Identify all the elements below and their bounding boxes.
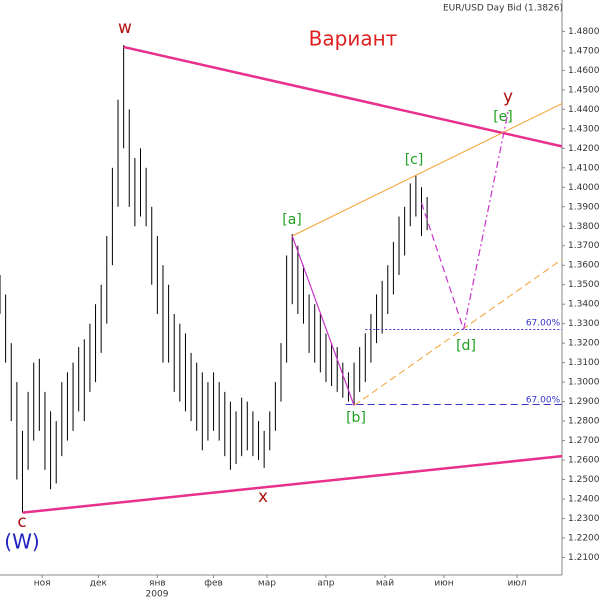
level-label: 67.00% <box>526 319 561 329</box>
y-tick-label: 1.4800 <box>568 27 600 37</box>
y-tick-label: 1.3000 <box>568 378 600 388</box>
chart-subtitle: Вариант <box>309 27 398 51</box>
y-tick-label: 1.3200 <box>568 339 600 349</box>
trendline <box>123 45 563 148</box>
y-tick-label: 1.4100 <box>568 163 600 173</box>
wave-label: x <box>258 487 268 507</box>
wave-label: [b] <box>346 410 366 426</box>
x-tick-label: янв <box>149 579 166 589</box>
wave-label: w <box>118 18 132 38</box>
y-tick-label: 1.4600 <box>568 66 600 76</box>
y-tick-label: 1.3300 <box>568 319 600 329</box>
y-tick-label: 1.2200 <box>568 533 600 543</box>
y-tick-label: 1.3900 <box>568 202 600 212</box>
y-tick-label: 1.3800 <box>568 222 600 232</box>
y-tick-label: 1.2300 <box>568 514 600 524</box>
wave-label: c <box>17 512 26 532</box>
y-tick-label: 1.4000 <box>568 183 600 193</box>
wave-label: y <box>503 87 513 107</box>
y-tick-label: 1.3500 <box>568 280 600 290</box>
x-tick-label: июн <box>434 579 453 589</box>
x-tick-label: июл <box>507 579 526 589</box>
y-tick-label: 1.2500 <box>568 475 600 485</box>
y-tick-label: 1.2400 <box>568 495 600 505</box>
x-tick-label: мар <box>258 579 276 589</box>
x-tick-label: фев <box>204 579 223 589</box>
chart-title: EUR/USD Day Bid (1.3826) <box>443 4 563 14</box>
wave-label: (W) <box>4 530 39 554</box>
wave-label: [c] <box>405 152 424 168</box>
wave-label: [e] <box>493 109 513 125</box>
trendline <box>353 258 563 406</box>
trendline <box>292 103 563 237</box>
y-tick-label: 1.3400 <box>568 300 600 310</box>
wave-label: [d] <box>456 338 476 354</box>
wave-label: [a] <box>282 212 302 228</box>
y-tick-label: 1.4500 <box>568 85 600 95</box>
y-tick-label: 1.3600 <box>568 261 600 271</box>
y-tick-label: 1.2600 <box>568 456 600 466</box>
trendline <box>291 235 355 406</box>
y-tick-label: 1.4400 <box>568 105 600 115</box>
trendline <box>420 202 465 330</box>
y-tick-label: 1.2100 <box>568 553 600 563</box>
y-tick-label: 1.3100 <box>568 358 600 368</box>
y-tick-label: 1.2700 <box>568 436 600 446</box>
trendline <box>22 454 563 514</box>
y-tick-label: 1.4300 <box>568 124 600 134</box>
x-tick-label: дек <box>90 579 108 589</box>
y-tick-label: 1.4700 <box>568 46 600 56</box>
x-tick-label: апр <box>317 579 334 589</box>
x-sublabel: 2009 <box>146 590 169 600</box>
y-tick-label: 1.4200 <box>568 144 600 154</box>
level-label: 67.00% <box>526 396 561 406</box>
x-tick-label: май <box>376 579 394 589</box>
y-tick-label: 1.3700 <box>568 241 600 251</box>
y-tick-label: 1.2900 <box>568 397 600 407</box>
x-tick-label: ноя <box>34 579 51 589</box>
y-tick-label: 1.2800 <box>568 417 600 427</box>
